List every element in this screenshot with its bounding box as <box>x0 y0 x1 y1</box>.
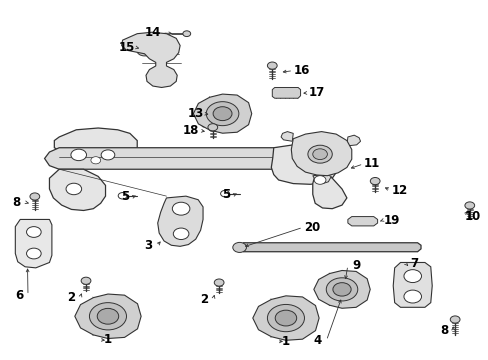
Text: 12: 12 <box>390 184 407 197</box>
Circle shape <box>275 310 296 326</box>
Text: 8: 8 <box>439 324 447 337</box>
Text: 20: 20 <box>303 221 319 234</box>
Polygon shape <box>44 148 331 169</box>
Polygon shape <box>49 169 105 211</box>
Text: 15: 15 <box>118 41 134 54</box>
Circle shape <box>232 242 246 252</box>
Circle shape <box>26 248 41 259</box>
Text: 9: 9 <box>352 259 360 272</box>
Circle shape <box>214 279 224 286</box>
Polygon shape <box>199 117 246 127</box>
Circle shape <box>325 278 357 301</box>
Circle shape <box>118 193 127 199</box>
Circle shape <box>464 202 474 209</box>
Circle shape <box>172 202 189 215</box>
Polygon shape <box>312 169 346 209</box>
Circle shape <box>26 226 41 237</box>
Polygon shape <box>15 220 52 268</box>
Polygon shape <box>281 132 293 141</box>
Text: 11: 11 <box>364 157 380 170</box>
Circle shape <box>101 150 115 160</box>
Circle shape <box>206 102 238 126</box>
Polygon shape <box>291 132 351 176</box>
Circle shape <box>213 107 231 121</box>
Circle shape <box>71 149 86 161</box>
Polygon shape <box>272 87 300 98</box>
Text: 13: 13 <box>187 107 203 120</box>
Polygon shape <box>158 196 203 246</box>
Polygon shape <box>122 32 180 87</box>
Text: 1: 1 <box>281 335 289 348</box>
Text: 8: 8 <box>12 196 20 209</box>
Text: 7: 7 <box>409 257 417 270</box>
Text: 19: 19 <box>383 214 399 227</box>
Circle shape <box>97 309 119 324</box>
Polygon shape <box>252 296 319 340</box>
Circle shape <box>89 303 126 330</box>
Text: 4: 4 <box>313 334 321 347</box>
Text: 2: 2 <box>200 293 208 306</box>
Circle shape <box>220 190 229 197</box>
Polygon shape <box>313 270 369 308</box>
Polygon shape <box>54 128 137 157</box>
Text: 18: 18 <box>183 124 199 137</box>
Polygon shape <box>75 294 141 338</box>
Text: 17: 17 <box>308 86 324 99</box>
Circle shape <box>332 283 350 296</box>
Text: 5: 5 <box>222 188 230 201</box>
Circle shape <box>153 69 170 82</box>
Polygon shape <box>347 217 377 226</box>
Polygon shape <box>239 243 420 252</box>
Circle shape <box>207 124 217 131</box>
Circle shape <box>183 31 190 37</box>
Text: 2: 2 <box>67 291 75 304</box>
Polygon shape <box>312 175 330 184</box>
Text: 5: 5 <box>121 190 129 203</box>
Text: 16: 16 <box>293 64 309 77</box>
Circle shape <box>369 177 379 185</box>
Circle shape <box>164 42 178 52</box>
Circle shape <box>403 290 421 303</box>
Circle shape <box>267 305 304 332</box>
Circle shape <box>267 62 277 69</box>
Circle shape <box>66 183 81 195</box>
Circle shape <box>173 228 188 239</box>
Circle shape <box>321 161 333 170</box>
Text: 10: 10 <box>464 210 480 223</box>
Text: 1: 1 <box>103 333 112 346</box>
Circle shape <box>91 157 101 164</box>
Circle shape <box>307 145 331 163</box>
Polygon shape <box>193 94 251 133</box>
Circle shape <box>30 193 40 200</box>
Text: 3: 3 <box>143 239 152 252</box>
Circle shape <box>403 270 421 283</box>
Circle shape <box>137 44 152 56</box>
Text: 14: 14 <box>145 27 161 40</box>
Polygon shape <box>392 262 431 307</box>
Circle shape <box>312 149 327 159</box>
Text: 6: 6 <box>15 289 23 302</box>
Polygon shape <box>271 144 336 184</box>
Polygon shape <box>346 135 360 146</box>
Circle shape <box>81 277 91 284</box>
Circle shape <box>314 176 325 184</box>
Circle shape <box>449 316 459 323</box>
